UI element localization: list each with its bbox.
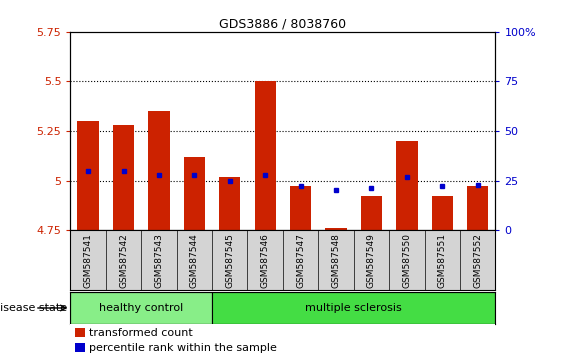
- Text: GSM587549: GSM587549: [367, 233, 376, 288]
- Text: GSM587550: GSM587550: [403, 233, 412, 288]
- Bar: [432, 196, 453, 230]
- Bar: [212, 292, 495, 324]
- Text: GSM587548: GSM587548: [332, 233, 341, 288]
- Bar: [75, 329, 85, 337]
- Text: GSM587543: GSM587543: [154, 233, 163, 288]
- Bar: [254, 81, 276, 230]
- Bar: [361, 196, 382, 230]
- Text: GSM587551: GSM587551: [438, 233, 447, 288]
- Bar: [325, 228, 347, 230]
- Text: transformed count: transformed count: [89, 328, 193, 338]
- Bar: [70, 292, 212, 324]
- Bar: [467, 187, 488, 230]
- Bar: [148, 111, 169, 230]
- Text: GSM587542: GSM587542: [119, 233, 128, 288]
- Bar: [219, 177, 240, 230]
- Title: GDS3886 / 8038760: GDS3886 / 8038760: [220, 18, 346, 31]
- Text: multiple sclerosis: multiple sclerosis: [305, 303, 402, 313]
- Text: GSM587541: GSM587541: [83, 233, 92, 288]
- Text: GSM587544: GSM587544: [190, 233, 199, 288]
- Text: disease state: disease state: [0, 303, 68, 313]
- Text: GSM587545: GSM587545: [225, 233, 234, 288]
- Text: healthy control: healthy control: [99, 303, 184, 313]
- Bar: [75, 343, 85, 353]
- Bar: [113, 125, 134, 230]
- Text: GSM587552: GSM587552: [473, 233, 482, 288]
- Bar: [290, 187, 311, 230]
- Bar: [184, 157, 205, 230]
- Bar: [78, 121, 99, 230]
- Text: GSM587546: GSM587546: [261, 233, 270, 288]
- Text: GSM587547: GSM587547: [296, 233, 305, 288]
- Bar: [396, 141, 418, 230]
- Text: percentile rank within the sample: percentile rank within the sample: [89, 343, 277, 353]
